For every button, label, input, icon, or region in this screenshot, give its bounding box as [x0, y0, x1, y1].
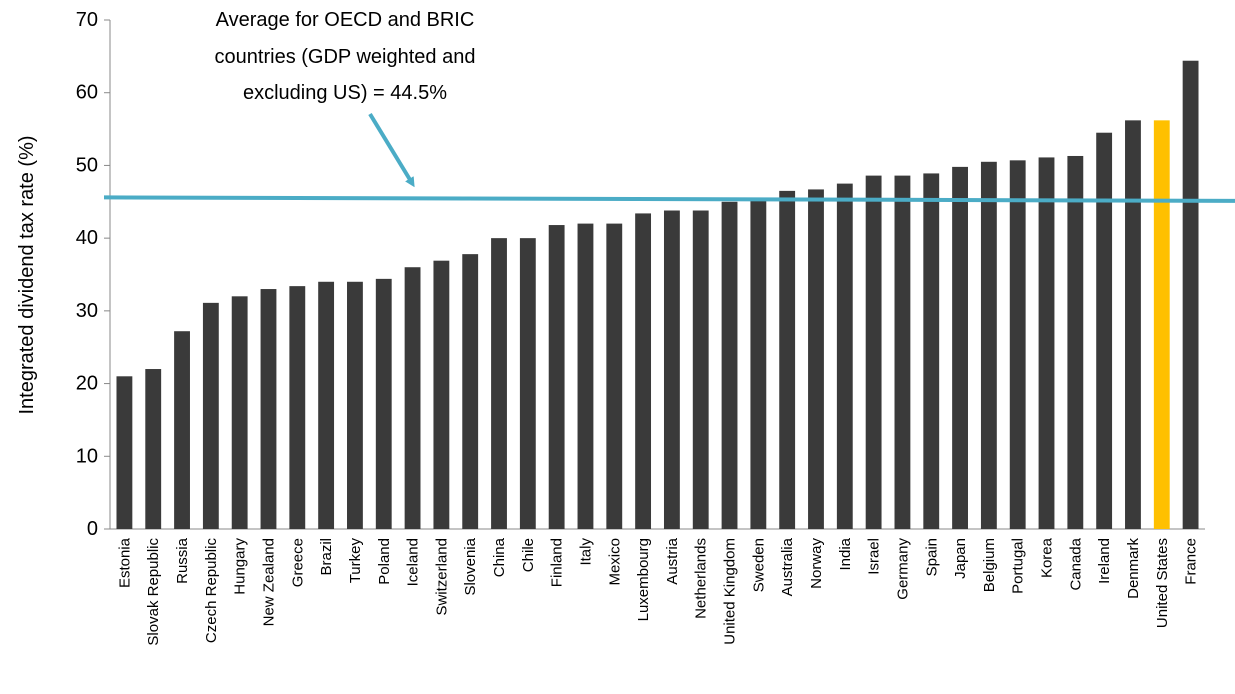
- bar: [519, 238, 536, 529]
- x-tick-label: Russia: [174, 537, 191, 584]
- bar: [577, 223, 594, 529]
- bar: [347, 281, 363, 529]
- x-tick-label: Slovenia: [462, 537, 479, 595]
- x-tick-label: Switzerland: [433, 538, 450, 616]
- bar: [808, 189, 824, 529]
- bar: [318, 281, 335, 529]
- bar: [1096, 132, 1113, 529]
- bar: [1038, 157, 1055, 529]
- x-tick-label: Greece: [289, 538, 306, 587]
- x-tick-label: Australia: [779, 537, 796, 596]
- bar: [491, 238, 507, 529]
- y-tick-label: 30: [76, 300, 98, 322]
- x-tick-label: Canada: [1067, 537, 1084, 590]
- x-tick-label: Israel: [866, 538, 883, 575]
- bar: [548, 225, 565, 529]
- x-tick-label: Korea: [1039, 537, 1056, 578]
- y-axis-title: Integrated dividend tax rate (%): [16, 135, 38, 414]
- bar: [375, 278, 392, 529]
- x-tick-label: Belgium: [981, 538, 998, 592]
- y-ticks: 0 10 20 30 40 50 60 70: [76, 9, 110, 540]
- x-tick-label: Denmark: [1125, 538, 1142, 599]
- x-tick-label: Netherlands: [693, 538, 710, 619]
- x-tick-label: Norway: [808, 538, 825, 589]
- y-tick-label: 70: [76, 9, 98, 31]
- bar: [1067, 155, 1084, 529]
- x-tick-label: India: [837, 537, 854, 570]
- x-tick-label: Spain: [923, 538, 940, 576]
- y-tick-label: 20: [76, 373, 98, 395]
- x-tick-label: United States: [1154, 538, 1171, 628]
- annotation-text: excluding US) = 44.5%: [243, 82, 447, 104]
- bar: [779, 190, 796, 529]
- bar: [145, 369, 162, 529]
- x-tick-label: United Kingdom: [722, 538, 739, 645]
- bar: [231, 296, 248, 529]
- x-labels: Estonia Slovak Republic Russia Czech Republ…: [116, 537, 1199, 645]
- bars: [116, 60, 1199, 530]
- bar: [404, 267, 421, 529]
- bar: [923, 173, 940, 530]
- x-tick-label: Estonia: [116, 537, 133, 588]
- x-tick-label: Japan: [952, 538, 969, 579]
- bar: [952, 166, 968, 529]
- x-tick-label: Finland: [549, 538, 566, 587]
- y-tick-label: 10: [76, 445, 98, 467]
- x-tick-label: Czech Republic: [203, 538, 220, 644]
- bar: [663, 210, 680, 530]
- y-tick-label: 60: [76, 82, 98, 104]
- bar: [1125, 120, 1141, 530]
- x-tick-label: Italy: [577, 538, 594, 566]
- x-tick-label: Portugal: [1010, 538, 1027, 594]
- x-tick-label: France: [1183, 538, 1200, 585]
- bar: [692, 210, 709, 530]
- x-tick-label: Hungary: [232, 538, 249, 595]
- x-tick-label: Sweden: [750, 538, 767, 592]
- annotation-text: Average for OECD and BRIC: [216, 9, 475, 31]
- x-tick-label: Mexico: [606, 538, 623, 586]
- y-tick-label: 50: [76, 154, 98, 176]
- bar: [894, 175, 911, 529]
- x-tick-label: Brazil: [318, 538, 335, 576]
- bar: [1153, 120, 1170, 530]
- bar: [750, 198, 767, 529]
- bar: [116, 376, 133, 529]
- bar: [202, 302, 219, 529]
- x-tick-label: Poland: [376, 538, 393, 585]
- bar: [1182, 60, 1199, 529]
- bar: [865, 175, 882, 529]
- y-tick-label: 40: [76, 227, 98, 249]
- x-tick-label: Germany: [894, 538, 911, 600]
- bar: [1009, 160, 1026, 530]
- x-tick-label: Turkey: [347, 538, 364, 584]
- bar: [433, 260, 450, 529]
- x-tick-label: Luxembourg: [635, 538, 652, 621]
- bar: [721, 201, 738, 530]
- bar: [980, 161, 997, 530]
- x-tick-label: Austria: [664, 537, 681, 584]
- x-tick-label: Slovak Republic: [145, 538, 162, 646]
- bar: [174, 331, 190, 529]
- annotation-arrow: [368, 112, 415, 188]
- bar: [635, 213, 652, 530]
- y-tick-label: 0: [87, 518, 98, 540]
- bar: [836, 183, 853, 529]
- x-tick-label: Ireland: [1096, 538, 1113, 584]
- x-tick-label: Iceland: [405, 538, 422, 586]
- average-line: [103, 195, 1235, 203]
- x-tick-label: China: [491, 537, 508, 577]
- x-tick-label: New Zealand: [260, 538, 277, 626]
- annotation-text: countries (GDP weighted and: [215, 46, 476, 68]
- bar: [606, 223, 623, 529]
- x-tick-label: Chile: [520, 538, 537, 572]
- bar: [260, 289, 277, 529]
- reference-line-group: Average for OECD and BRIC countries (GDP …: [103, 9, 1235, 203]
- bar: [289, 286, 306, 529]
- bar: [462, 254, 479, 529]
